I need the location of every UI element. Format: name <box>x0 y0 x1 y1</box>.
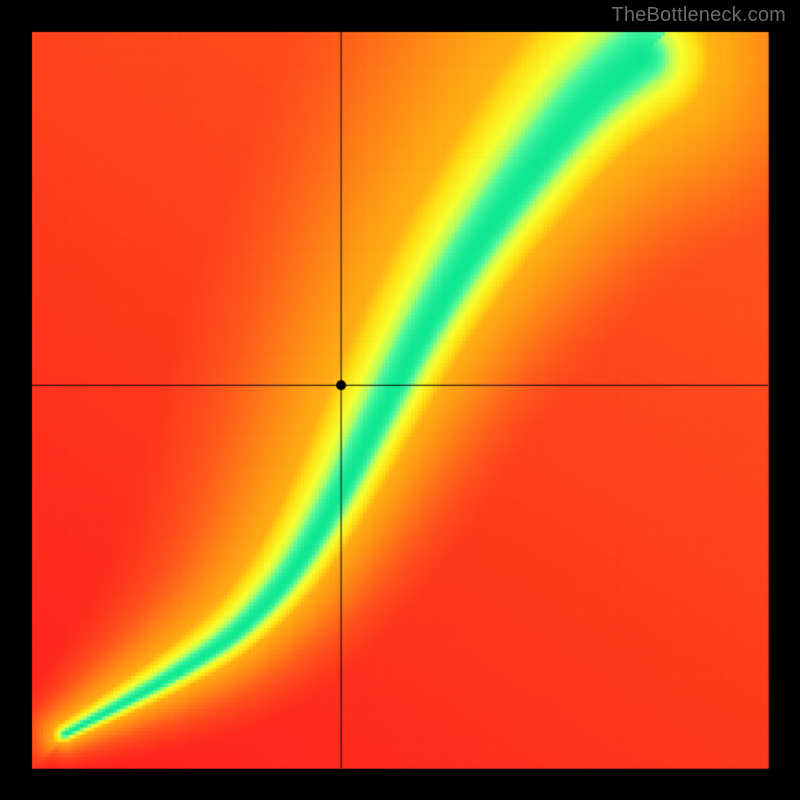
watermark-text: TheBottleneck.com <box>611 4 786 27</box>
chart-frame: TheBottleneck.com <box>0 0 800 800</box>
bottleneck-heatmap <box>0 0 800 800</box>
